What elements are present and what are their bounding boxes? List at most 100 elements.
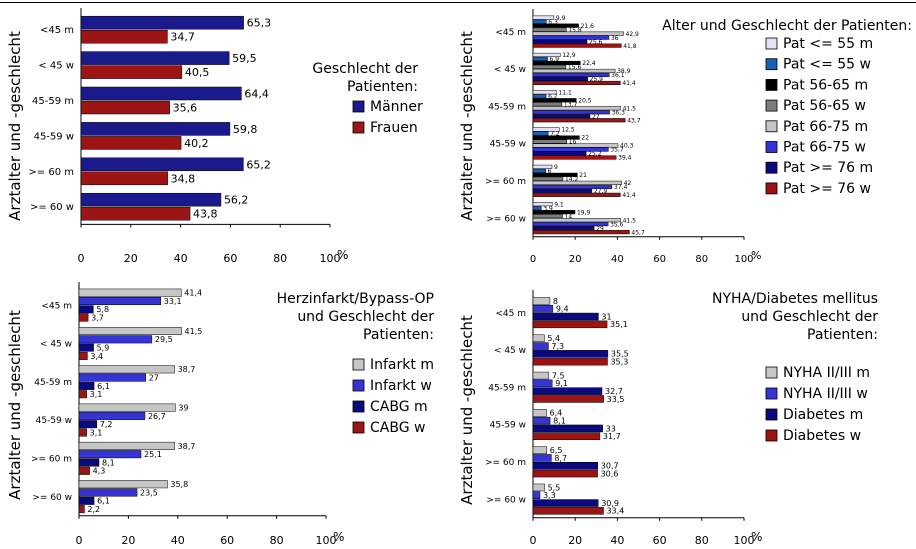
- data-label: 41,5: [185, 327, 203, 336]
- legend-label: Pat <= 55 w: [783, 57, 871, 73]
- data-label: 21: [579, 172, 587, 179]
- data-label: 32,7: [605, 387, 623, 396]
- bar: [78, 373, 146, 382]
- bar: [80, 86, 242, 101]
- x-tick-label: 100: [320, 252, 341, 265]
- category-label: 45-59 m: [488, 102, 526, 112]
- bar: [532, 127, 560, 132]
- legend-label: Diabetes m: [783, 407, 863, 423]
- data-label: 41,4: [184, 289, 202, 298]
- x-unit-label: %: [333, 530, 344, 544]
- data-label: 38,9: [617, 68, 631, 75]
- chart-panel-1: 0 20 40 60 80 100% Arztalter und -geschlecht <4…: [6, 8, 423, 265]
- x-tick-label: 40: [171, 534, 185, 547]
- chart-title-line: und Geschlecht der: [741, 309, 878, 325]
- legend-swatch: [765, 161, 778, 174]
- data-label: 9,1: [555, 379, 568, 388]
- bar: [532, 409, 547, 417]
- legend-label: Pat 56-65 w: [783, 98, 866, 114]
- bar: [532, 462, 599, 470]
- bar: [78, 288, 182, 297]
- data-label: 36: [611, 35, 619, 42]
- data-label: 33,4: [606, 507, 624, 516]
- data-label: 25,1: [144, 450, 162, 459]
- data-label: 23,5: [140, 488, 158, 497]
- category-label: >= 60 m: [28, 167, 74, 178]
- x-tick-label: 80: [695, 254, 708, 265]
- category-label: 45-59 w: [34, 131, 74, 142]
- category-label: >= 60 m: [485, 177, 526, 187]
- data-label: 7,2: [100, 420, 113, 429]
- x-tick-label: 0: [530, 254, 536, 265]
- data-label: 13,7: [564, 101, 578, 108]
- bar: [532, 305, 554, 313]
- data-label: 31: [601, 312, 611, 321]
- x-tick-label: 60: [223, 252, 237, 265]
- bar: [78, 327, 182, 335]
- legend-label: Pat 56-65 m: [783, 77, 868, 93]
- data-label: 65,2: [246, 158, 271, 171]
- bar: [532, 151, 587, 156]
- data-label: 35,6: [173, 101, 198, 114]
- data-label: 8,1: [102, 458, 115, 467]
- bar: [532, 23, 579, 28]
- data-label: 33,1: [164, 297, 182, 306]
- bar: [78, 297, 162, 305]
- bar: [80, 192, 222, 207]
- data-label: 9,1: [554, 201, 564, 208]
- bar: [78, 390, 87, 399]
- legend-swatch: [765, 141, 778, 153]
- bar: [532, 491, 541, 499]
- data-label: 4,3: [93, 467, 106, 476]
- legend-swatch: [765, 387, 778, 400]
- category-label: >= 60 w: [32, 493, 72, 503]
- bar: [532, 60, 581, 66]
- legend-swatch: [765, 99, 778, 112]
- chart-title-line: Patienten:: [347, 79, 418, 95]
- data-label: 3,9: [543, 205, 553, 212]
- bar: [532, 172, 578, 177]
- bar: [532, 446, 547, 454]
- bar: [532, 64, 567, 70]
- data-label: 14: [565, 213, 573, 220]
- bar: [532, 106, 621, 111]
- bar: [78, 365, 175, 374]
- data-label: 56,2: [224, 194, 249, 207]
- bar: [532, 110, 610, 115]
- bar: [532, 139, 568, 144]
- data-label: 11,1: [558, 89, 572, 96]
- bar: [532, 379, 553, 388]
- x-tick-label: 40: [610, 534, 624, 547]
- bar: [78, 335, 153, 344]
- bar: [532, 56, 548, 62]
- x-tick-label: 80: [273, 252, 287, 265]
- category-label: < 45 w: [40, 340, 72, 350]
- bar: [532, 180, 622, 185]
- bar: [80, 51, 230, 65]
- bar: [532, 94, 547, 99]
- data-label: 43,7: [627, 117, 641, 124]
- bar: [532, 90, 557, 95]
- category-label: <45 m: [495, 28, 526, 38]
- bar: [78, 428, 87, 437]
- bar: [532, 230, 630, 235]
- category-label: >= 60 m: [485, 458, 526, 468]
- bar: [532, 357, 608, 366]
- legend-label: Pat 66-75 m: [783, 119, 868, 135]
- data-label: 37,4: [614, 184, 628, 191]
- legend-swatch: [765, 120, 778, 133]
- category-label: 45-59 w: [490, 140, 526, 150]
- bar: [532, 39, 588, 44]
- bar: [532, 135, 580, 140]
- chart-title-line: und Geschlecht der: [297, 309, 434, 325]
- data-label: 59,8: [233, 123, 257, 136]
- legend-swatch: [765, 429, 778, 442]
- bar: [532, 188, 593, 193]
- data-label: 30,6: [601, 469, 619, 478]
- data-label: 35,1: [610, 320, 628, 329]
- chart-title-line: Geschlecht der: [312, 61, 418, 77]
- category-label: < 45 w: [494, 346, 526, 356]
- bar: [532, 218, 621, 223]
- legend-swatch: [352, 400, 365, 413]
- data-label: 29,5: [155, 335, 173, 344]
